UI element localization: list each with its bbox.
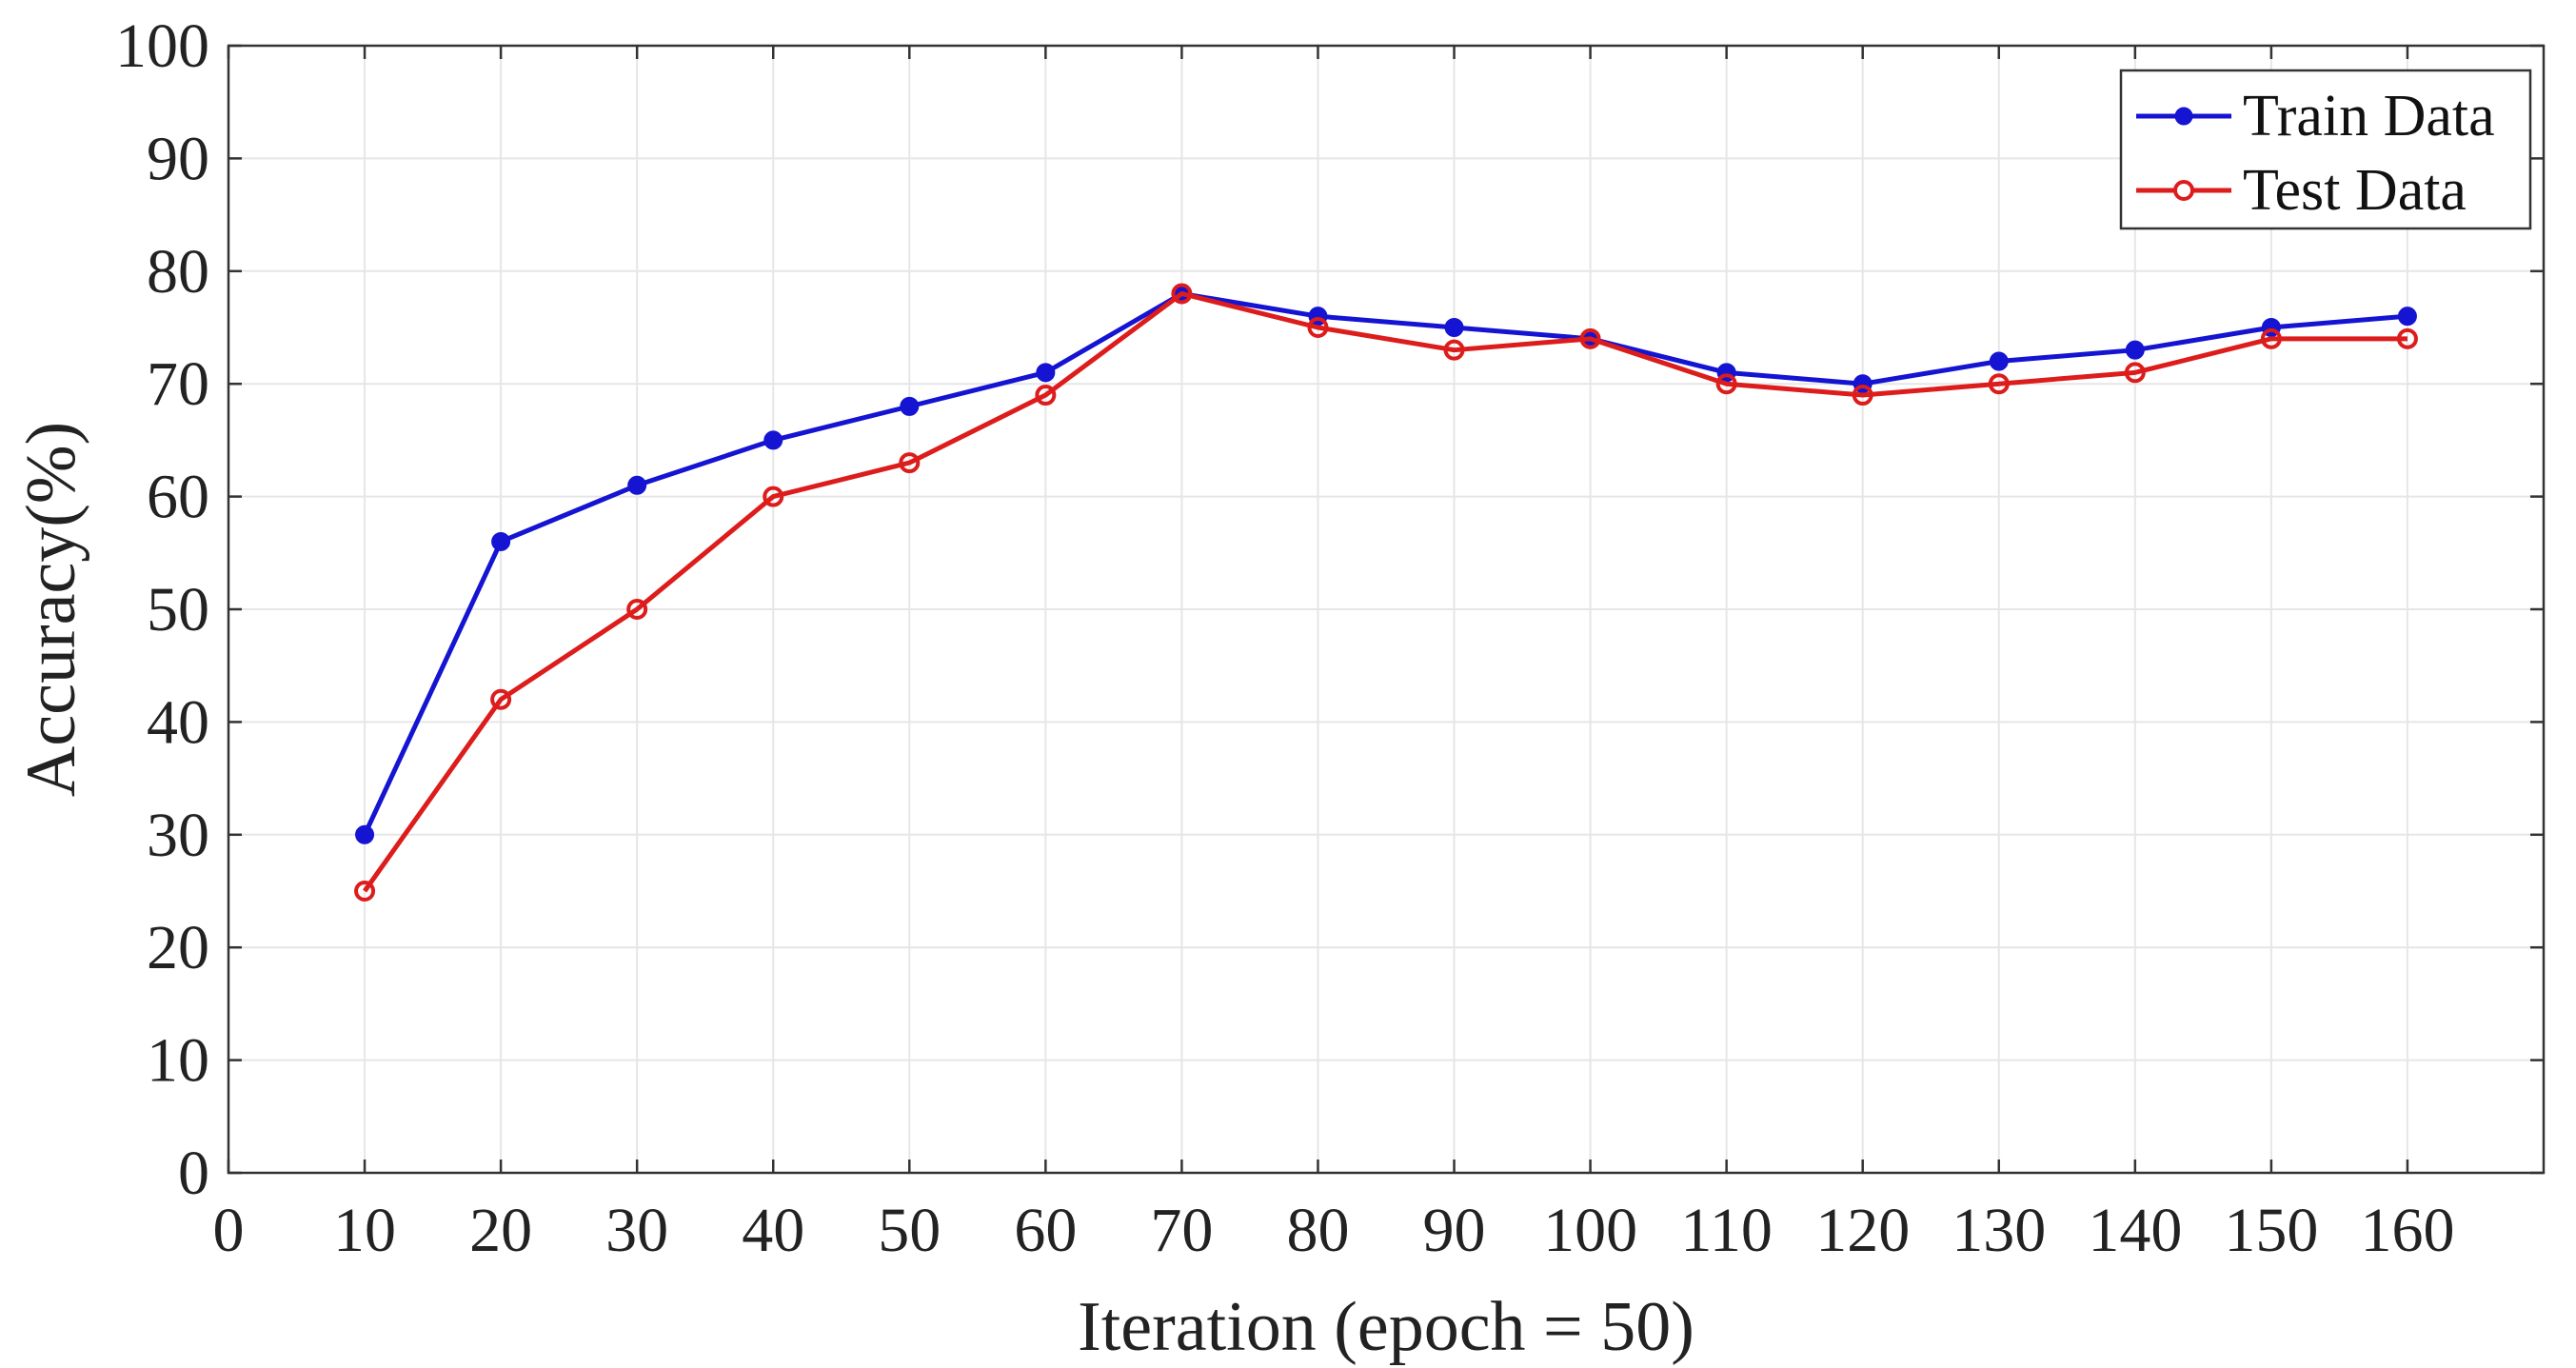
x-tick-label: 50 — [878, 1196, 941, 1265]
y-tick-label: 90 — [147, 124, 209, 193]
data-point — [1989, 351, 2009, 371]
legend: Train Data Test Data — [2119, 69, 2532, 230]
data-point — [1579, 327, 1601, 349]
series-line — [362, 290, 2408, 836]
data-series — [354, 283, 2418, 902]
x-tick-label: 70 — [1150, 1196, 1213, 1265]
y-tick-label: 70 — [147, 349, 209, 419]
y-tick-label: 40 — [147, 687, 209, 757]
legend-box — [2119, 69, 2532, 230]
y-tick-label: 0 — [178, 1139, 209, 1208]
legend-marker-train-data — [2174, 107, 2193, 126]
data-point — [1171, 283, 1193, 305]
data-point — [2260, 327, 2282, 349]
data-point — [1036, 363, 1056, 383]
series-line — [363, 290, 2408, 893]
x-tick-label: 40 — [742, 1196, 804, 1265]
x-tick-label: 20 — [469, 1196, 532, 1265]
data-point — [763, 486, 784, 507]
axis-ticks: 0 10 20 30 40 50 60 70 80 90 100 110 120 130 140 150 160… — [115, 11, 2544, 1265]
y-tick-label: 60 — [147, 463, 209, 532]
x-tick-label: 140 — [2088, 1196, 2182, 1265]
data-point — [626, 599, 648, 620]
legend-marker-test-data — [2173, 180, 2194, 201]
x-tick-label: 90 — [1423, 1196, 1486, 1265]
data-point — [899, 452, 921, 474]
legend-label-test-data: Test Data — [2243, 158, 2467, 223]
legend-label-train-data: Train Data — [2243, 84, 2495, 149]
x-axis-label: Iteration (epoch = 50) — [1078, 1288, 1694, 1366]
x-tick-label: 120 — [1815, 1196, 1910, 1265]
x-tick-label: 130 — [1952, 1196, 2046, 1265]
data-point — [1715, 373, 1737, 395]
data-point — [490, 688, 512, 710]
data-point — [1035, 385, 1057, 406]
data-point — [2125, 340, 2145, 360]
data-point — [355, 824, 375, 844]
y-tick-label: 10 — [147, 1026, 209, 1096]
data-point — [2124, 362, 2146, 384]
x-tick-label: 30 — [605, 1196, 668, 1265]
data-point — [900, 396, 920, 416]
data-point — [354, 881, 376, 902]
data-point — [1307, 317, 1329, 338]
series-test-data — [354, 283, 2418, 902]
data-point — [763, 430, 783, 450]
x-tick-label: 160 — [2360, 1196, 2454, 1265]
data-point — [491, 531, 511, 551]
data-point — [1443, 339, 1465, 361]
x-tick-label: 100 — [1543, 1196, 1637, 1265]
x-tick-label: 0 — [213, 1196, 245, 1265]
data-point — [627, 475, 647, 495]
data-point — [1988, 373, 2010, 395]
x-tick-label: 60 — [1014, 1196, 1077, 1265]
data-point — [1444, 318, 1464, 337]
x-tick-label: 110 — [1680, 1196, 1773, 1265]
x-tick-label: 80 — [1286, 1196, 1349, 1265]
x-tick-label: 10 — [333, 1196, 396, 1265]
y-tick-label: 30 — [147, 801, 209, 870]
y-axis-label: Accuracy(%) — [12, 422, 90, 797]
grid-lines — [228, 46, 2545, 1173]
y-tick-label: 100 — [115, 11, 209, 81]
x-tick-label: 150 — [2224, 1196, 2318, 1265]
y-tick-label: 50 — [147, 575, 209, 644]
y-tick-label: 20 — [147, 913, 209, 982]
data-point — [2397, 307, 2417, 327]
series-train-data — [355, 284, 2417, 844]
data-point — [2396, 327, 2418, 349]
y-tick-label: 80 — [147, 237, 209, 307]
data-point — [1852, 385, 1873, 406]
